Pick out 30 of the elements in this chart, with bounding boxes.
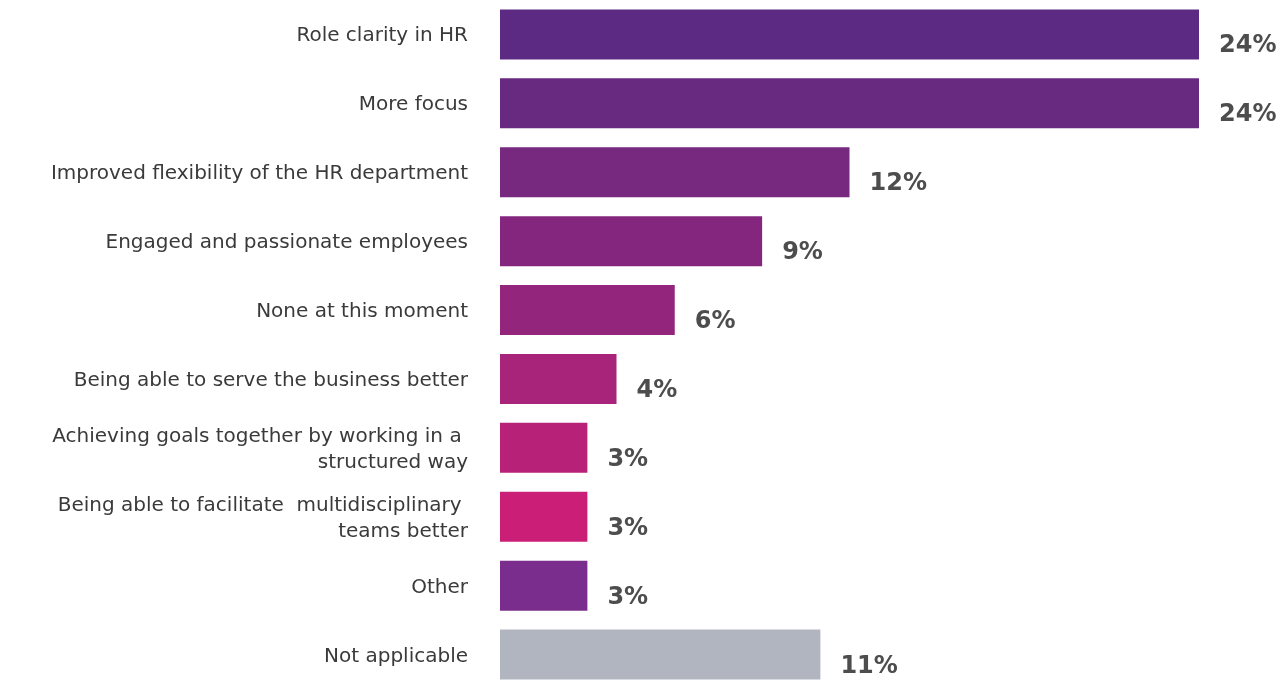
data-label: 3% bbox=[607, 512, 649, 541]
y-tick-label: Role clarity in HR bbox=[296, 22, 469, 47]
y-tick-label: None at this moment bbox=[256, 298, 469, 323]
data-label: 24% bbox=[1219, 99, 1277, 128]
bar bbox=[500, 78, 1199, 129]
bar bbox=[500, 560, 588, 611]
bar bbox=[500, 353, 617, 404]
data-label: 3% bbox=[607, 443, 649, 472]
y-tick-label: Being able to facilitate multidisciplinary teams better bbox=[57, 491, 469, 542]
data-label: 6% bbox=[694, 306, 736, 335]
bar bbox=[500, 147, 850, 198]
y-tick-label: More focus bbox=[358, 91, 468, 116]
data-label: 12% bbox=[869, 168, 927, 197]
y-tick-label: Achieving goals together by working in a structured way bbox=[52, 422, 469, 473]
data-label: 3% bbox=[607, 581, 649, 610]
bar bbox=[500, 285, 675, 336]
bar bbox=[500, 422, 588, 473]
bar bbox=[500, 491, 588, 542]
data-label: 11% bbox=[840, 650, 898, 679]
data-label: 24% bbox=[1219, 30, 1277, 59]
bar bbox=[500, 216, 763, 267]
bar bbox=[500, 629, 821, 680]
y-tick-label: Engaged and passionate employees bbox=[105, 229, 468, 254]
y-tick-label: Not applicable bbox=[324, 642, 468, 667]
data-label: 9% bbox=[782, 237, 823, 266]
data-label: 4% bbox=[636, 374, 678, 403]
y-tick-label: Other bbox=[411, 573, 469, 598]
bar bbox=[500, 9, 1199, 60]
y-tick-label: Improved flexibility of the HR department bbox=[50, 160, 469, 185]
y-tick-label: Being able to serve the business better bbox=[73, 366, 469, 391]
